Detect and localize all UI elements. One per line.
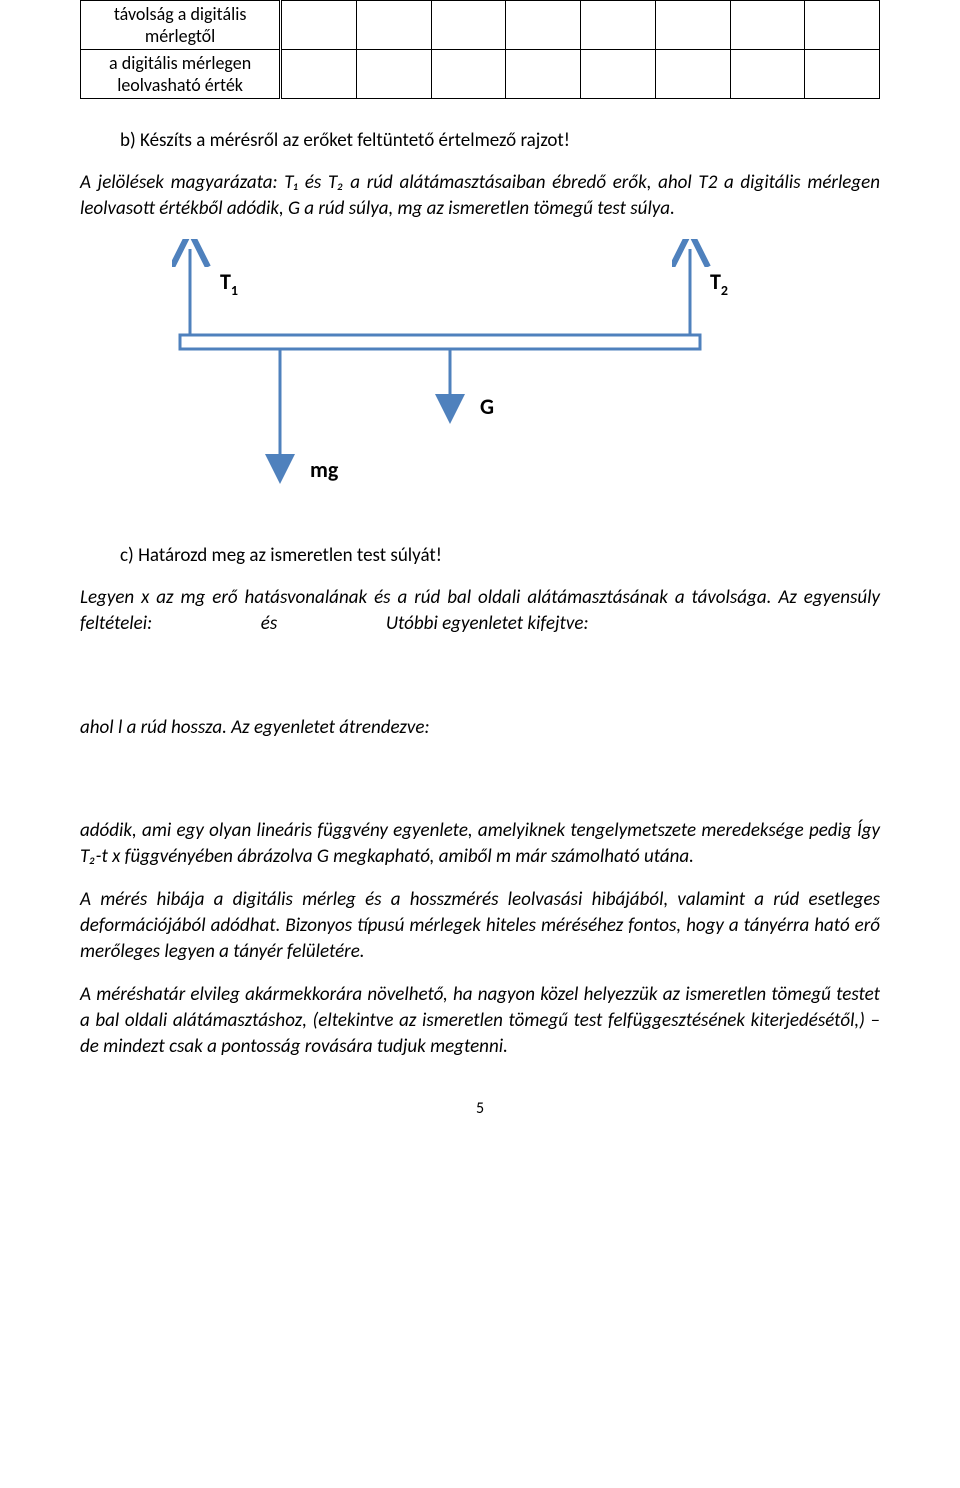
paragraph-explain: A jelölések magyarázata: T₁ és T₂ a rúd … bbox=[80, 170, 880, 221]
c1c: Utóbbi egyenletet kifejtve: bbox=[386, 612, 589, 635]
cell bbox=[730, 50, 805, 99]
row1-label: távolság a digitális mérlegtől bbox=[81, 1, 281, 50]
equation-gap-2 bbox=[80, 758, 880, 818]
cell bbox=[281, 1, 357, 50]
cell bbox=[730, 1, 805, 50]
table-row: távolság a digitális mérlegtől bbox=[81, 1, 880, 50]
cell bbox=[356, 1, 431, 50]
cell bbox=[581, 50, 656, 99]
cell bbox=[655, 50, 730, 99]
cell bbox=[356, 50, 431, 99]
label-mg: mg bbox=[310, 456, 339, 483]
item-c: c) Határozd meg az ismeretlen test súlyá… bbox=[120, 544, 880, 567]
item-b: b) Készíts a mérésről az erőket feltünte… bbox=[120, 129, 880, 152]
row2-label: a digitális mérlegen leolvasható érték bbox=[81, 50, 281, 99]
label-t1: T1 bbox=[220, 268, 238, 299]
page-number: 5 bbox=[80, 1099, 880, 1118]
paragraph-c3: adódik, ami egy olyan lineáris függvény … bbox=[80, 818, 880, 869]
cell bbox=[506, 1, 581, 50]
data-table: távolság a digitális mérlegtől a digitál… bbox=[80, 0, 880, 99]
table-row: a digitális mérlegen leolvasható érték bbox=[81, 50, 880, 99]
cell bbox=[581, 1, 656, 50]
force-diagram: T1 T2 G mg bbox=[80, 239, 880, 524]
diagram-svg: T1 T2 G mg bbox=[80, 239, 780, 519]
cell bbox=[805, 1, 880, 50]
paragraph-c2: ahol l a rúd hossza. Az egyenletet átren… bbox=[80, 715, 880, 741]
cell bbox=[431, 1, 506, 50]
paragraph-c1: Legyen x az mg erő hatásvonalának és a r… bbox=[80, 585, 880, 636]
page: távolság a digitális mérlegtől a digitál… bbox=[0, 0, 960, 1178]
cell bbox=[506, 50, 581, 99]
bar-shape bbox=[180, 335, 700, 349]
paragraph-c4: A mérés hibája a digitális mérleg és a h… bbox=[80, 887, 880, 964]
cell bbox=[805, 50, 880, 99]
cell bbox=[281, 50, 357, 99]
cell bbox=[655, 1, 730, 50]
cell bbox=[431, 50, 506, 99]
equation-gap-1 bbox=[80, 655, 880, 715]
c1b: és bbox=[261, 612, 277, 635]
paragraph-c5: A méréshatár elvileg akármekkorára növel… bbox=[80, 982, 880, 1059]
label-t2: T2 bbox=[710, 268, 728, 299]
label-g: G bbox=[480, 393, 494, 420]
